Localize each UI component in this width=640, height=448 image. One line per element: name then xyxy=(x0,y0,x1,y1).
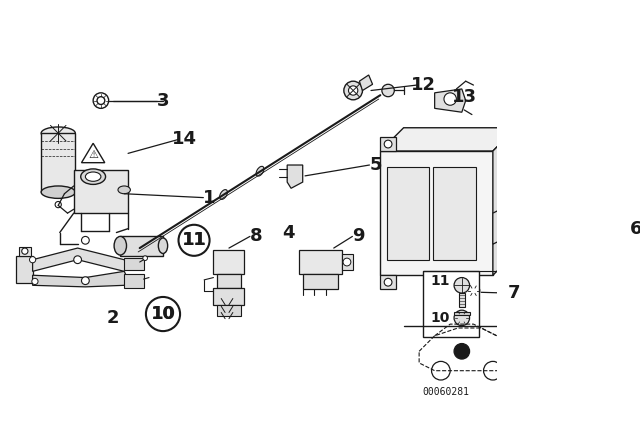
Ellipse shape xyxy=(114,237,127,255)
Circle shape xyxy=(431,362,450,380)
Ellipse shape xyxy=(118,186,131,194)
Polygon shape xyxy=(33,248,128,271)
Bar xyxy=(120,237,163,256)
Ellipse shape xyxy=(85,172,101,181)
Text: 3: 3 xyxy=(157,91,169,110)
Polygon shape xyxy=(493,205,508,244)
Circle shape xyxy=(484,362,502,380)
Text: 11: 11 xyxy=(182,231,205,249)
Polygon shape xyxy=(380,128,516,151)
Circle shape xyxy=(97,97,105,104)
Bar xyxy=(124,274,143,288)
Circle shape xyxy=(146,297,180,331)
Circle shape xyxy=(349,86,358,95)
Circle shape xyxy=(74,256,81,263)
Polygon shape xyxy=(33,271,128,287)
Circle shape xyxy=(81,237,89,244)
Polygon shape xyxy=(454,312,470,315)
Circle shape xyxy=(454,344,470,359)
Circle shape xyxy=(179,225,209,256)
Bar xyxy=(218,274,241,288)
Bar xyxy=(303,274,338,289)
Circle shape xyxy=(22,248,28,254)
Circle shape xyxy=(384,278,392,286)
Polygon shape xyxy=(435,89,466,112)
Text: 13: 13 xyxy=(452,88,477,106)
Polygon shape xyxy=(360,75,372,90)
Bar xyxy=(214,288,244,305)
Ellipse shape xyxy=(41,127,76,139)
Text: 6: 6 xyxy=(630,220,640,237)
Ellipse shape xyxy=(81,169,106,185)
Text: 5: 5 xyxy=(369,156,382,174)
Polygon shape xyxy=(493,128,516,275)
Circle shape xyxy=(467,284,479,297)
Bar xyxy=(299,250,342,274)
Circle shape xyxy=(444,93,456,105)
Bar xyxy=(218,305,241,316)
Circle shape xyxy=(454,310,470,326)
Ellipse shape xyxy=(220,190,227,199)
Circle shape xyxy=(81,277,89,284)
Bar xyxy=(214,250,244,274)
Bar xyxy=(387,167,429,260)
Text: 11: 11 xyxy=(182,231,207,249)
Ellipse shape xyxy=(158,238,168,254)
Circle shape xyxy=(382,84,394,97)
Text: 8: 8 xyxy=(250,228,262,246)
Bar xyxy=(15,256,33,283)
Ellipse shape xyxy=(41,186,76,198)
Polygon shape xyxy=(380,137,396,151)
Bar xyxy=(342,254,353,270)
Text: 10: 10 xyxy=(431,311,450,325)
Circle shape xyxy=(32,278,38,284)
Bar xyxy=(19,246,31,256)
Text: 11: 11 xyxy=(431,274,451,288)
Bar xyxy=(74,170,128,213)
Circle shape xyxy=(143,256,147,260)
Circle shape xyxy=(344,81,362,100)
Polygon shape xyxy=(81,143,105,163)
Text: 12: 12 xyxy=(410,76,435,94)
Text: 4: 4 xyxy=(282,224,295,241)
Bar xyxy=(124,258,143,270)
Text: 14: 14 xyxy=(172,130,197,148)
Ellipse shape xyxy=(256,166,264,176)
Bar xyxy=(41,133,76,192)
Bar xyxy=(423,271,479,337)
Circle shape xyxy=(55,202,61,208)
Text: 2: 2 xyxy=(106,309,119,327)
Text: 9: 9 xyxy=(353,228,365,246)
Text: 10: 10 xyxy=(152,305,175,323)
Bar xyxy=(380,151,493,275)
Circle shape xyxy=(93,93,109,108)
Text: 00060281: 00060281 xyxy=(423,387,470,396)
Circle shape xyxy=(343,258,351,266)
Circle shape xyxy=(29,257,36,263)
Polygon shape xyxy=(380,275,396,289)
Bar xyxy=(433,167,476,260)
Circle shape xyxy=(454,278,470,293)
Polygon shape xyxy=(287,165,303,188)
Text: ⚠: ⚠ xyxy=(88,150,98,160)
Text: 1: 1 xyxy=(204,189,216,207)
Bar xyxy=(459,293,465,307)
Circle shape xyxy=(384,140,392,148)
Text: 7: 7 xyxy=(508,284,520,302)
Text: 10: 10 xyxy=(150,305,175,323)
